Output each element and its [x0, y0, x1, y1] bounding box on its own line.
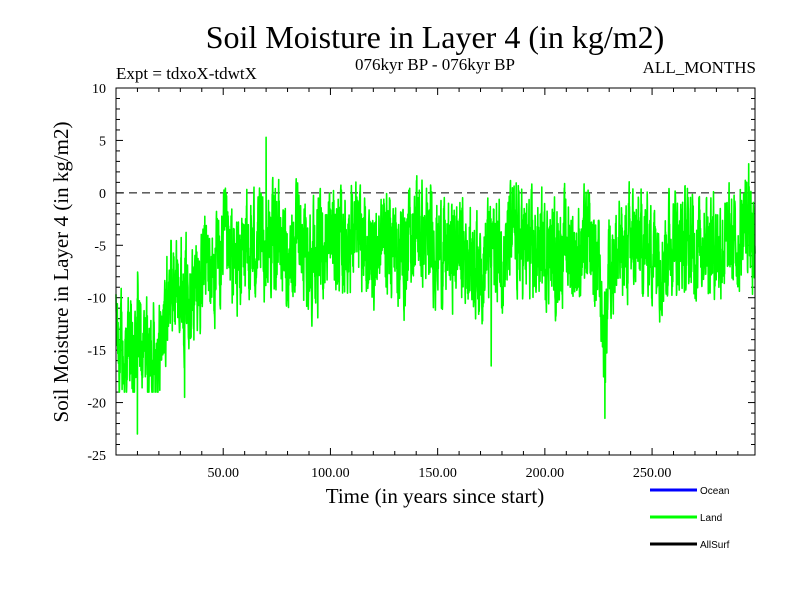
- legend-label-allsurf: AllSurf: [700, 540, 730, 551]
- x-tick-label: 150.00: [418, 466, 457, 481]
- y-tick-label: 10: [92, 82, 106, 97]
- y-axis-label: Soil Moisture in Layer 4 (in kg/m2): [49, 122, 73, 423]
- x-tick-label: 50.00: [207, 466, 239, 481]
- y-tick-label: 0: [99, 187, 106, 202]
- x-axis-label: Time (in years since start): [326, 484, 545, 508]
- y-tick-label: -25: [87, 449, 106, 464]
- plot-frame: [115, 87, 756, 456]
- x-tick-label: 250.00: [633, 466, 672, 481]
- y-tick-label: -10: [87, 292, 106, 307]
- tick-layer: -25 -20 -15 -10 -5 0 5 10 50.00 100.00 150.00 200.0…: [87, 82, 755, 481]
- y-tick-label: -5: [94, 239, 106, 254]
- subtitle-center: 076kyr BP - 076kyr BP: [355, 55, 515, 74]
- series-layer: [115, 136, 756, 435]
- y-tick-label: -15: [87, 344, 106, 359]
- y-tick-label: 5: [99, 134, 106, 149]
- series-line-land: [115, 136, 756, 435]
- subtitle-left: Expt = tdxoX-tdwtX: [116, 64, 257, 83]
- chart-title: Soil Moisture in Layer 4 (in kg/m2): [206, 19, 665, 55]
- legend-label-land: Land: [700, 513, 722, 524]
- y-tick-label: -20: [87, 397, 106, 412]
- legend-label-ocean: Ocean: [700, 486, 729, 497]
- x-tick-label: 200.00: [526, 466, 565, 481]
- x-tick-label: 100.00: [311, 466, 350, 481]
- legend: Ocean Land AllSurf: [650, 486, 730, 551]
- subtitle-right: ALL_MONTHS: [643, 58, 756, 77]
